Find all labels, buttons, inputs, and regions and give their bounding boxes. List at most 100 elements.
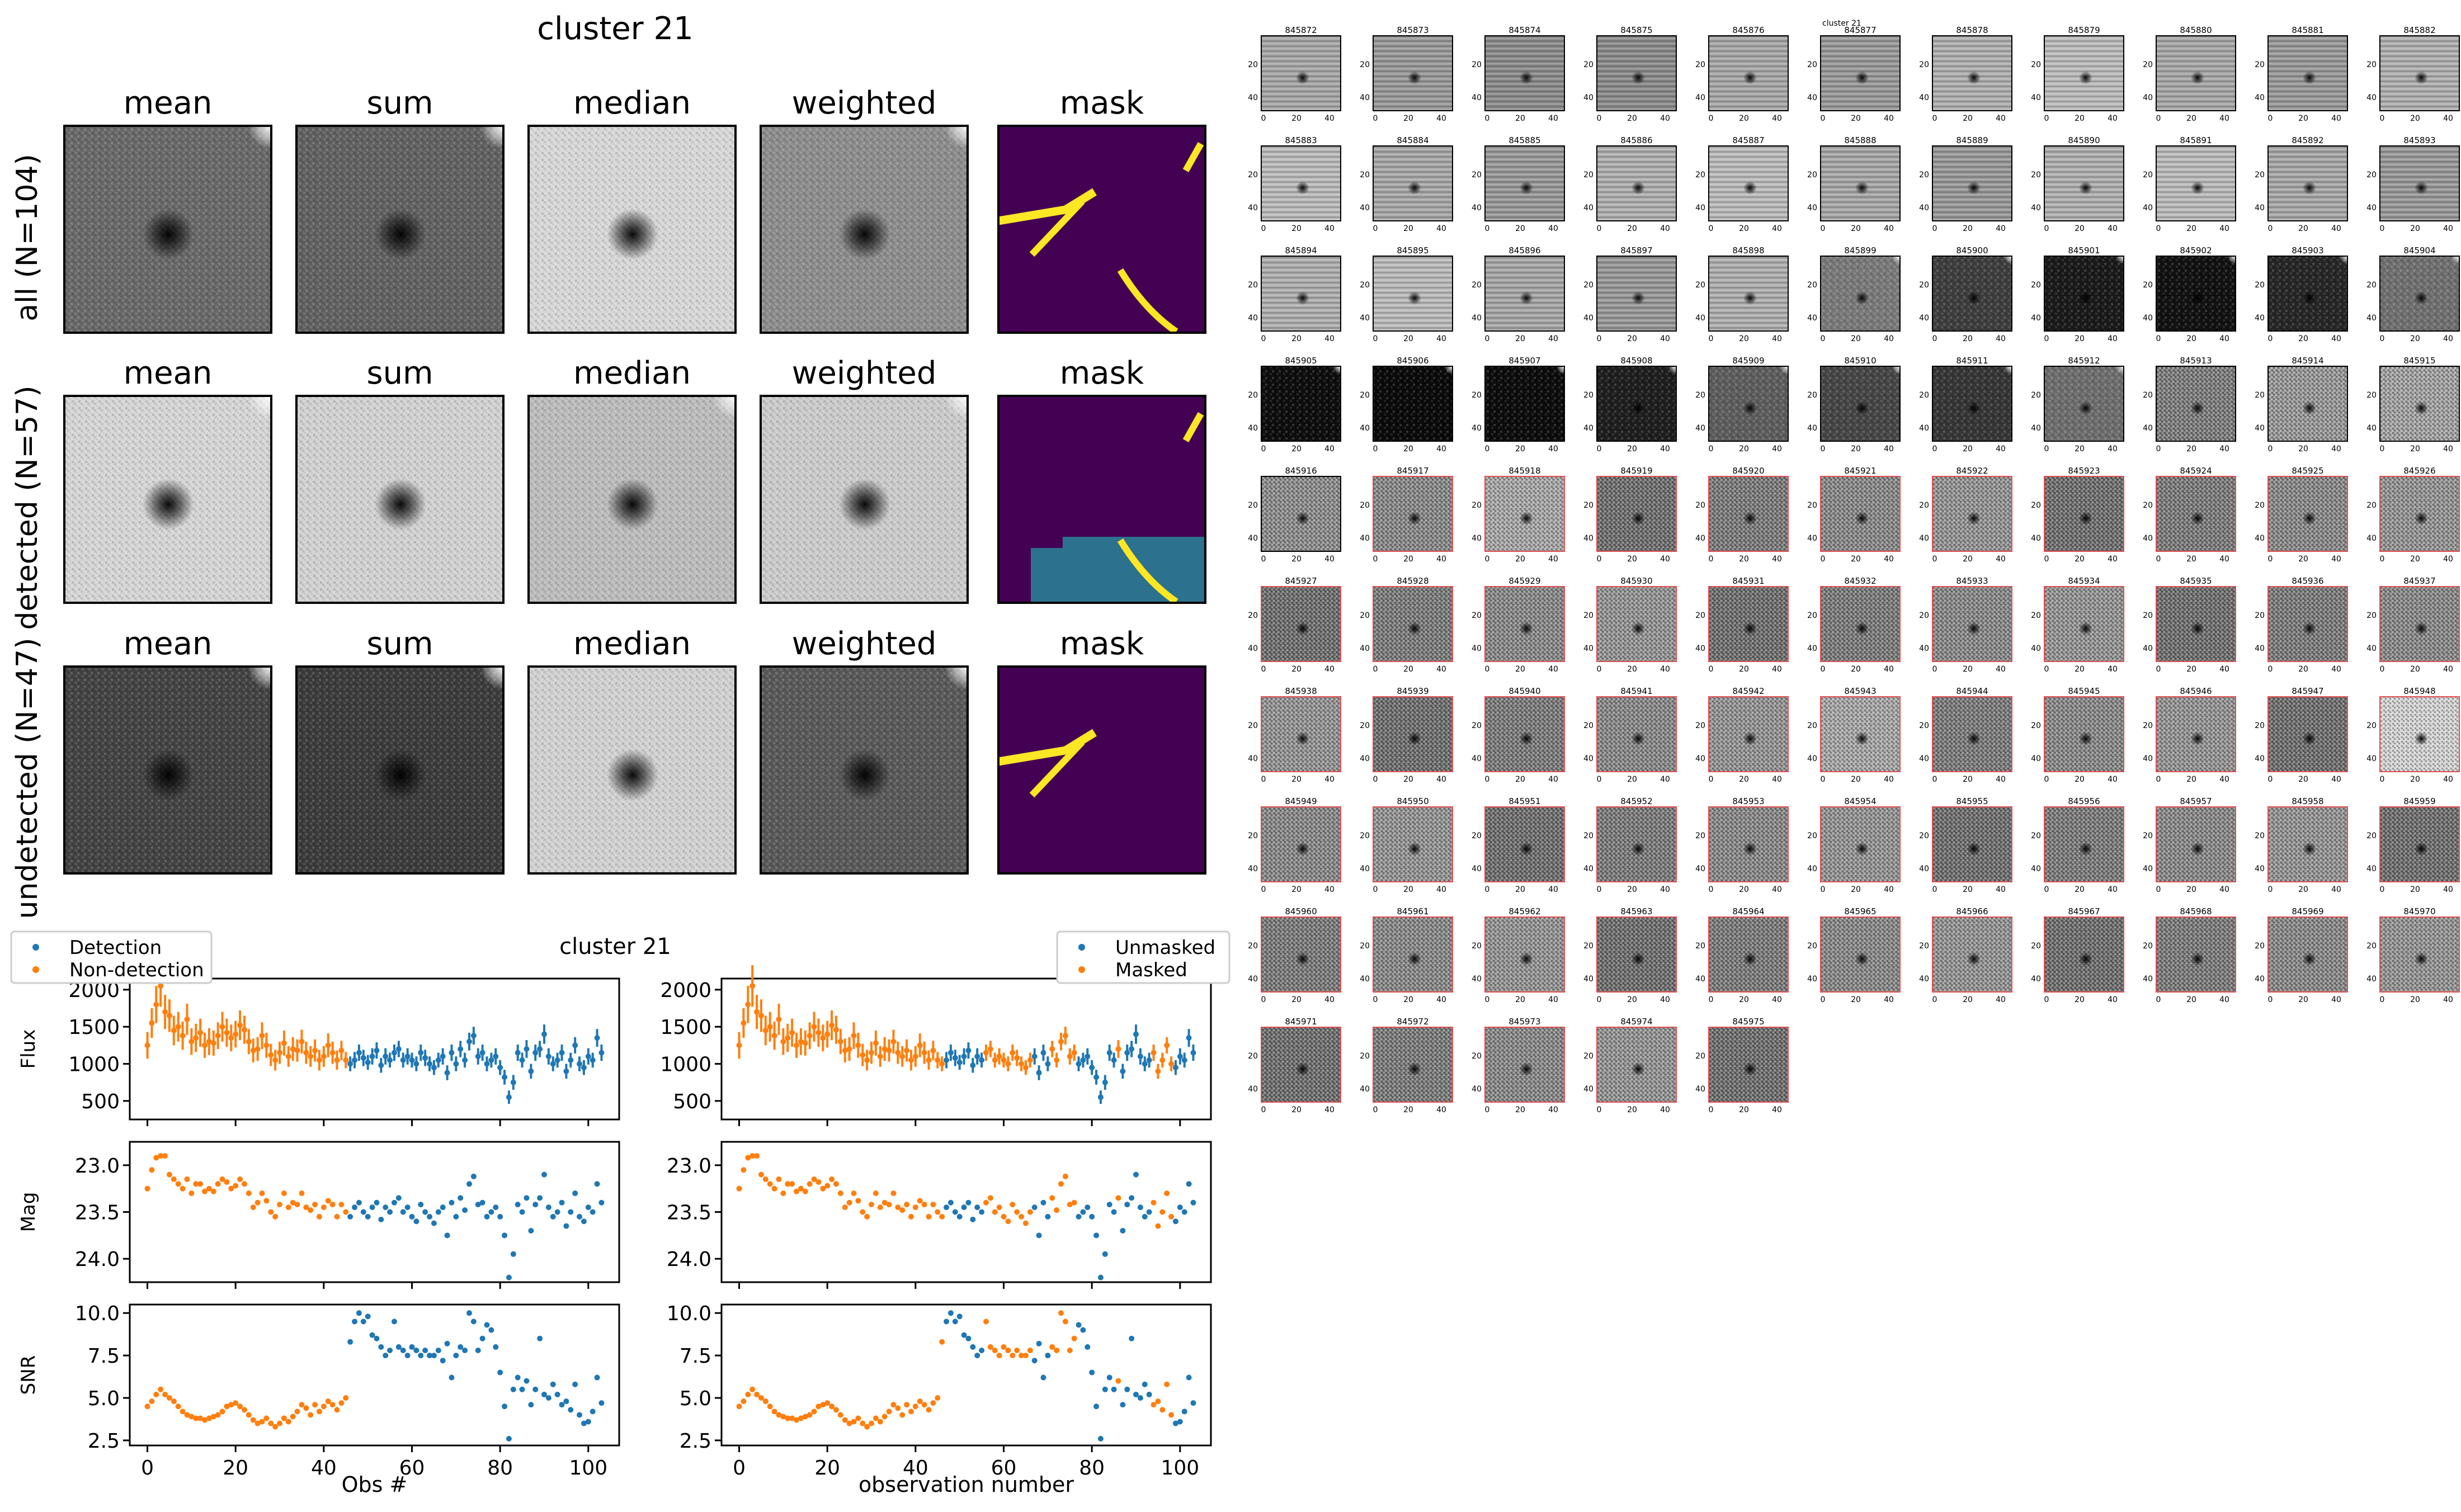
mask-streak <box>1117 268 1178 334</box>
thumbnail-x-tick: 20 <box>2075 114 2085 123</box>
thumbnail-id: 845876 <box>1732 25 1764 35</box>
thumbnail-y-tick: 40 <box>1248 1085 1258 1094</box>
thumbnail-x-tick: 40 <box>1996 995 2006 1004</box>
data-point <box>233 1183 239 1189</box>
thumbnail-y-tick: 20 <box>1807 281 1817 290</box>
thumbnail-frame <box>1373 696 1453 772</box>
data-point <box>1115 1378 1121 1384</box>
thumbnail-x-tick: 20 <box>2186 775 2196 784</box>
thumbnail-y-tick: 40 <box>2366 864 2377 873</box>
thumbnail-id: 845931 <box>1732 576 1764 586</box>
thumbnail-x-tick: 20 <box>2075 334 2085 343</box>
stamp-frame <box>295 665 505 875</box>
data-point <box>1120 1402 1126 1408</box>
thumbnail-id: 845935 <box>2180 576 2212 586</box>
data-point <box>497 1065 503 1071</box>
thumbnail-x-tick: 20 <box>1403 885 1413 894</box>
thumbnail-id: 845908 <box>1620 356 1652 366</box>
data-point <box>338 1047 345 1053</box>
stamp-frame <box>997 665 1206 875</box>
data-point <box>488 1057 494 1063</box>
y-axis-label: SNR <box>17 1355 40 1395</box>
data-point <box>166 1013 172 1019</box>
thumbnail-id: 845877 <box>1844 25 1876 35</box>
thumbnail-y-tick: 20 <box>1472 281 1482 290</box>
thumbnail-x-tick: 0 <box>2268 114 2273 123</box>
data-point <box>860 1420 866 1426</box>
thumbnail-frame <box>2156 916 2236 993</box>
thumbnail-source <box>1967 401 1981 415</box>
thumbnail-id: 845878 <box>1956 25 1988 35</box>
thumbnail-x-tick: 40 <box>2219 995 2229 1004</box>
data-point <box>325 1042 331 1048</box>
data-point <box>197 1415 204 1421</box>
data-point <box>904 1202 910 1208</box>
thumbnail-y-tick: 20 <box>2366 281 2377 290</box>
thumbnail-id: 845891 <box>2180 135 2212 145</box>
data-point <box>272 1213 279 1220</box>
data-point <box>1146 1391 1152 1397</box>
thumbnail-id: 845918 <box>1508 466 1540 476</box>
y-tick-label: 23.5 <box>667 1202 711 1225</box>
data-point <box>820 1402 826 1408</box>
data-point <box>568 1407 574 1413</box>
data-point <box>206 1185 212 1192</box>
thumbnail-id: 845939 <box>1397 686 1428 696</box>
thumbnail-frame <box>2267 916 2348 993</box>
data-point <box>347 1061 353 1067</box>
thumbnail-x-tick: 40 <box>2331 334 2341 343</box>
y-tick-label: 23.0 <box>75 1155 120 1178</box>
stamp-frame <box>63 395 272 604</box>
data-point <box>1151 1050 1157 1056</box>
thumbnail-frame <box>1708 145 1789 221</box>
data-point <box>338 1202 345 1208</box>
data-point <box>184 1412 190 1418</box>
stamp-frame <box>760 395 969 604</box>
data-point <box>400 1347 406 1353</box>
thumbnail-x-tick: 0 <box>1261 224 1266 233</box>
data-point <box>581 1065 587 1071</box>
data-point <box>250 1204 256 1211</box>
thumbnail-frame <box>2379 256 2460 332</box>
data-point <box>965 1199 972 1206</box>
thumbnail-x-tick: 40 <box>2331 224 2341 233</box>
data-point <box>391 1050 397 1056</box>
thumbnail-x-tick: 40 <box>1996 775 2006 784</box>
data-point <box>254 1046 261 1052</box>
thumbnail-x-tick: 20 <box>2298 775 2308 784</box>
thumbnail-y-tick: 40 <box>1583 424 1593 433</box>
data-point <box>325 1198 331 1204</box>
thumbnail-x-tick: 0 <box>1597 1105 1602 1114</box>
data-point <box>965 1047 972 1053</box>
data-point <box>444 1232 450 1239</box>
thumbnail-bright-corner <box>1539 366 1564 392</box>
thumbnail-id: 845892 <box>2292 135 2323 145</box>
thumbnail-x-tick: 0 <box>1373 114 1378 123</box>
thumbnail-y-tick: 40 <box>1807 424 1817 433</box>
data-point <box>435 1057 441 1063</box>
thumbnail-id: 845883 <box>1285 135 1317 145</box>
thumbnail-y-tick: 20 <box>1472 721 1482 730</box>
data-point <box>926 1407 932 1413</box>
data-point <box>502 1074 508 1080</box>
thumbnail-frame <box>2379 476 2460 552</box>
thumbnail-source <box>1632 401 1645 415</box>
thumbnail-x-tick: 20 <box>1403 114 1413 123</box>
thumbnail-y-tick: 40 <box>1919 975 1929 984</box>
thumbnail-x-tick: 20 <box>1739 114 1749 123</box>
data-point <box>789 1181 795 1187</box>
data-point <box>303 1405 309 1411</box>
data-point <box>153 1155 159 1161</box>
thumbnail-source <box>2079 512 2092 525</box>
data-point <box>449 1374 455 1381</box>
thumbnail-x-tick: 20 <box>1403 775 1413 784</box>
thumbnail-x-tick: 40 <box>1884 995 1894 1004</box>
thumbnail-x-tick: 0 <box>1709 995 1714 1004</box>
stamp-row-label: detected (N=57) <box>11 385 44 630</box>
data-point <box>404 1353 411 1359</box>
thumbnail-y-tick: 20 <box>1360 501 1370 510</box>
data-point <box>921 1050 927 1056</box>
y-tick-label: 500 <box>81 1090 120 1113</box>
thumbnail-x-tick: 0 <box>1709 555 1714 564</box>
thumbnail-frame <box>1708 916 1789 993</box>
